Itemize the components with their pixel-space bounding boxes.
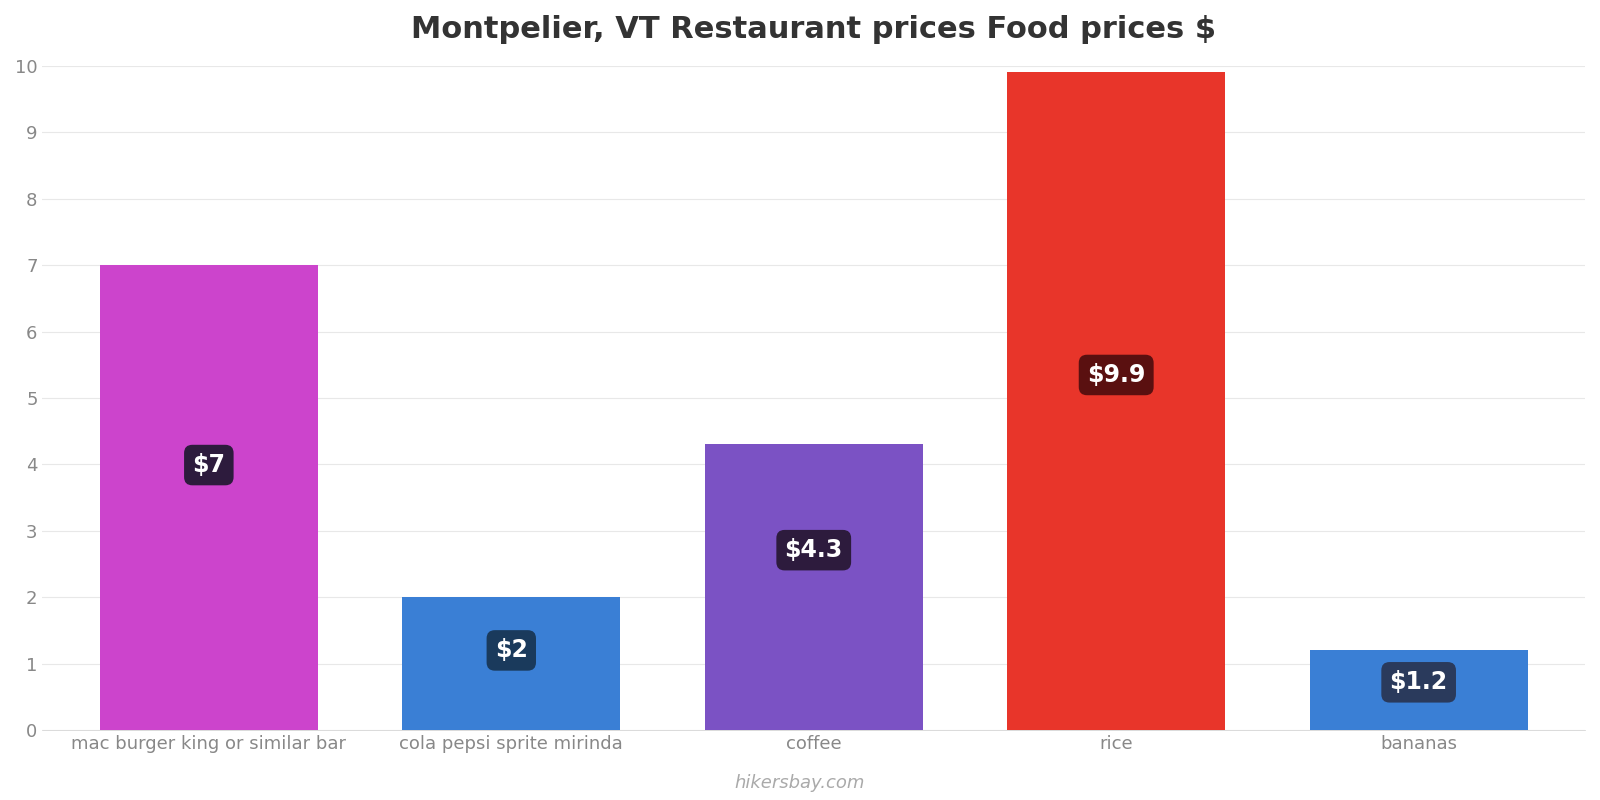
Text: $7: $7 [192,453,226,477]
Bar [1310,650,1528,730]
Bar [706,445,923,730]
Text: $2: $2 [494,638,528,662]
Bar [403,598,621,730]
Text: hikersbay.com: hikersbay.com [734,774,866,792]
Bar [99,265,318,730]
Text: $1.2: $1.2 [1389,670,1448,694]
Bar [1008,73,1226,730]
Title: Montpelier, VT Restaurant prices Food prices $: Montpelier, VT Restaurant prices Food pr… [411,15,1216,44]
Text: $4.3: $4.3 [784,538,843,562]
Text: $9.9: $9.9 [1086,363,1146,387]
